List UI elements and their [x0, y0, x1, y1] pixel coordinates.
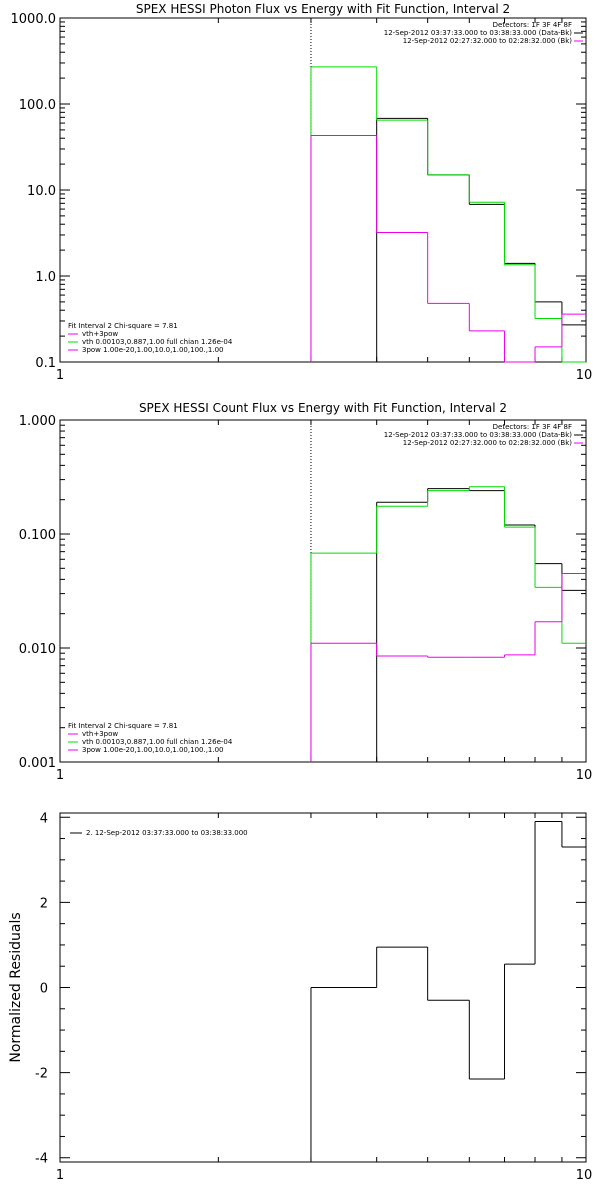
chart-title: SPEX HESSI Count Flux vs Energy with Fit…: [139, 401, 507, 415]
y-tick-label: 1000.0: [11, 12, 57, 27]
legend-top-left: 2. 12-Sep-2012 03:37:33.000 to 03:38:33.…: [70, 829, 248, 837]
y-axis-label: Normalized Residuals: [8, 912, 24, 1062]
y-tick-label: 4: [40, 811, 48, 826]
legend-entry: vth 0.00103,0.887,1.00 full chian 1.26e-…: [82, 738, 233, 746]
legend-entry: Detectors: 1F 3F 4F 8F: [493, 423, 572, 431]
y-tick-label: 0: [40, 982, 48, 997]
series-3: [310, 573, 586, 762]
y-tick-label: -4: [35, 1152, 48, 1167]
y-tick-label: 100.0: [19, 98, 56, 113]
x-tick-label: 1: [56, 1168, 64, 1183]
legend-entry: vth+3pow: [82, 330, 118, 338]
legend-entry: 3pow 1.00e-20,1.00,10.0,1.00,100.,1.00: [82, 346, 224, 354]
legend-entry: 12-Sep-2012 02:27:32.000 to 02:28:32.000…: [403, 37, 573, 45]
legend-entry: vth 0.00103,0.887,1.00 full chian 1.26e-…: [82, 338, 233, 346]
y-tick-label: 0.100: [19, 528, 56, 543]
x-tick-label: 10: [576, 768, 593, 783]
y-tick-label: 2: [40, 896, 48, 911]
y-tick-label: 0.1: [35, 356, 56, 371]
y-tick-label: 0.010: [19, 642, 56, 657]
chart-title: SPEX HESSI Photon Flux vs Energy with Fi…: [136, 2, 510, 16]
series-2: [310, 66, 586, 363]
chart-panel-1: SPEX HESSI Photon Flux vs Energy with Fi…: [11, 2, 593, 383]
series-1: [376, 117, 586, 362]
axes-frame: [59, 17, 587, 363]
x-tick-label: 10: [576, 1168, 593, 1183]
legend-entry: Fit Interval 2 Chi-square = 7.81: [68, 322, 178, 330]
series-1: [376, 488, 586, 762]
chart-panel-3: 1 10 4 2 0 -2 -4 Normalized Residuals 2. 12-Sep-…: [8, 811, 592, 1183]
x-tick-label: 1: [56, 368, 64, 383]
series-1: [310, 821, 586, 1162]
y-tick-label: 10.0: [27, 184, 56, 199]
x-tick-label: 10: [576, 368, 593, 383]
axes-frame: [59, 419, 587, 763]
legend-bottom-left: Fit Interval 2 Chi-square = 7.81vth+3pow…: [68, 722, 233, 754]
x-tick-label: 1: [56, 768, 64, 783]
y-tick-label: -2: [35, 1067, 48, 1082]
legend-entry: 12-Sep-2012 03:37:33.000 to 03:38:33.000…: [384, 29, 573, 37]
y-tick-label: 1.000: [19, 414, 56, 429]
legend-entry: Detectors: 1F 3F 4F 8F: [493, 21, 572, 29]
y-tick-label: 0.001: [19, 756, 56, 771]
legend-entry: Fit Interval 2 Chi-square = 7.81: [68, 722, 178, 730]
legend-entry: 12-Sep-2012 03:37:33.000 to 03:38:33.000…: [384, 431, 573, 439]
chart-panel-2: SPEX HESSI Count Flux vs Energy with Fit…: [19, 401, 592, 783]
legend-entry: 2. 12-Sep-2012 03:37:33.000 to 03:38:33.…: [86, 829, 248, 837]
legend-entry: 3pow 1.00e-20,1.00,10.0,1.00,100.,1.00: [82, 746, 224, 754]
series-3: [310, 135, 586, 363]
y-tick-label: 1.0: [35, 270, 56, 285]
legend-entry: vth+3pow: [82, 730, 118, 738]
legend-bottom-left: Fit Interval 2 Chi-square = 7.81vth+3pow…: [68, 322, 233, 354]
series-2: [310, 486, 586, 762]
legend-entry: 12-Sep-2012 02:27:32.000 to 02:28:32.000…: [403, 439, 573, 447]
